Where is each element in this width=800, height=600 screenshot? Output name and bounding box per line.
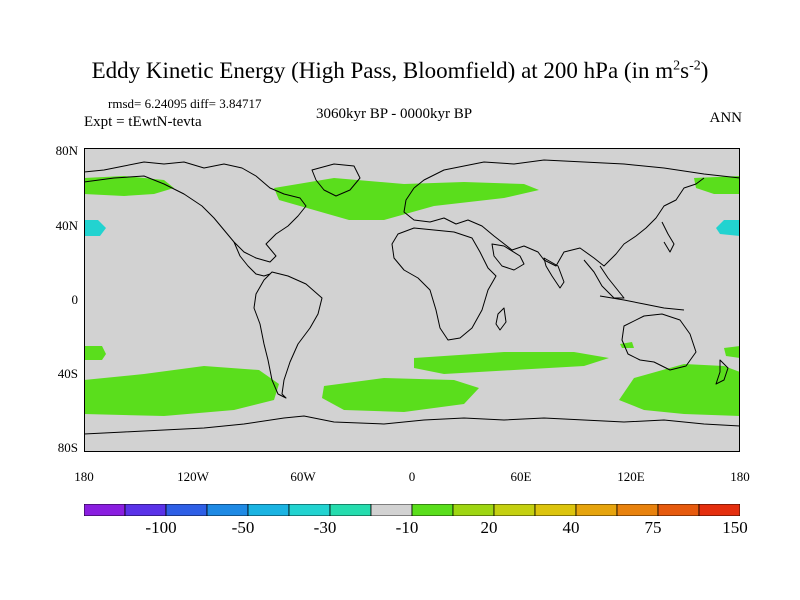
anomaly-south-atlantic	[322, 378, 479, 412]
period-label: 3060kyr BP - 0000kyr BP	[316, 106, 473, 122]
colorbar-swatch	[534, 504, 577, 516]
lat-label-80s: 80S	[57, 440, 78, 455]
colorbar-swatch	[411, 504, 454, 516]
colorbar-swatch	[288, 504, 331, 516]
anomaly-east-pacific-negative	[716, 220, 740, 236]
colorbar-swatch	[165, 504, 208, 516]
lat-label-40n: 40N	[55, 218, 78, 233]
lat-label-40s: 40S	[57, 366, 78, 381]
anomaly-australia-east	[724, 346, 740, 358]
colorbar-swatch	[84, 504, 126, 516]
colorbar-swatch	[698, 504, 740, 516]
coast-indonesia	[599, 295, 685, 311]
colorbar-swatch	[329, 504, 372, 516]
coast-europe-asia	[403, 159, 740, 267]
lat-label-0: 0	[71, 292, 79, 307]
anomaly-south-pacific-west	[84, 346, 106, 360]
coast-antarctica	[84, 415, 740, 435]
coast-japan	[661, 221, 675, 253]
map-panel	[84, 148, 740, 452]
chart-title: Eddy Kinetic Energy (High Pass, Bloomfie…	[91, 58, 709, 83]
lat-label-80n: 80N	[55, 143, 78, 158]
positive-anomaly-regions	[84, 176, 740, 416]
anomaly-south-indian-pacific	[619, 364, 740, 416]
coast-africa	[391, 227, 497, 341]
colorbar	[84, 504, 740, 516]
coast-madagascar	[495, 307, 507, 331]
stats-text: rmsd= 6.24095 diff= 3.84717	[108, 96, 262, 111]
negative-anomaly-regions	[84, 220, 740, 236]
season-label: ANN	[709, 110, 743, 126]
map-frame	[84, 148, 740, 452]
coast-india	[543, 257, 565, 289]
colorbar-label: 150	[722, 518, 748, 537]
anomaly-north-pacific-east	[694, 176, 740, 194]
colorbar-swatch	[657, 504, 700, 516]
lon-label-60e: 60E	[510, 469, 532, 484]
colorbar-swatch	[493, 504, 536, 516]
lon-label-180e: 180	[730, 469, 750, 484]
coast-south-america	[253, 271, 323, 399]
coast-central-america	[233, 241, 271, 277]
lon-label-120w: 120W	[177, 469, 209, 484]
colorbar-swatch	[124, 504, 167, 516]
coast-arabia	[491, 243, 525, 271]
colorbar-swatch	[575, 504, 618, 516]
colorbar-swatch	[616, 504, 659, 516]
coast-australia	[621, 313, 697, 371]
coast-new-zealand	[715, 359, 729, 385]
coastlines	[84, 159, 740, 435]
colorbar-swatch	[247, 504, 290, 516]
colorbar-label: 75	[644, 518, 662, 537]
anomaly-north-pacific-west	[84, 176, 174, 196]
colorbar-label: -10	[395, 518, 419, 537]
colorbar-label: -30	[313, 518, 337, 537]
lon-label-0: 0	[408, 469, 416, 484]
lon-label-120e: 120E	[617, 469, 645, 484]
colorbar-label: -100	[145, 518, 177, 537]
colorbar-label: 40	[562, 518, 580, 537]
anomaly-indian-ocean	[414, 352, 609, 374]
lon-label-60w: 60W	[290, 469, 316, 484]
colorbar-swatch	[206, 504, 249, 516]
experiment-label: Expt = tEwtN-tevta	[84, 114, 202, 130]
anomaly-west-pacific-negative	[84, 220, 106, 236]
coast-north-america	[84, 161, 307, 263]
colorbar-label: 20	[480, 518, 498, 537]
colorbar-swatch	[452, 504, 495, 516]
colorbar-swatch	[370, 504, 413, 516]
coast-southeast-asia	[583, 259, 625, 299]
colorbar-label: -50	[231, 518, 255, 537]
anomaly-south-pacific	[84, 366, 279, 416]
lon-label-180w: 180	[74, 469, 94, 484]
coast-greenland	[311, 163, 361, 197]
